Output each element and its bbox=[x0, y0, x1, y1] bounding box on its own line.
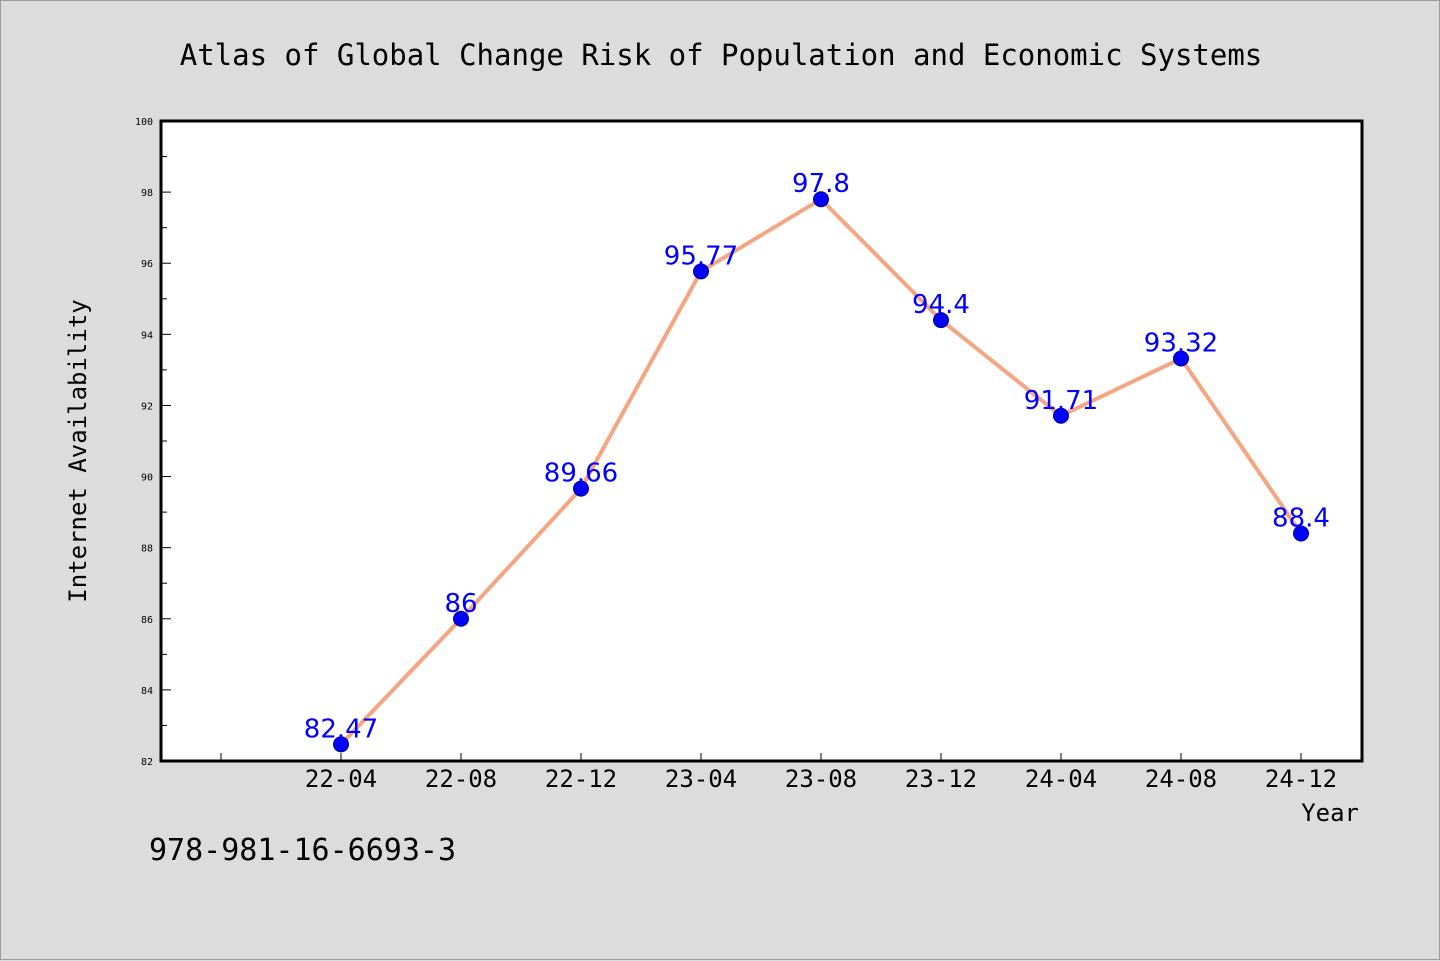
x-tick-label: 22-12 bbox=[545, 765, 617, 793]
data-point bbox=[453, 610, 469, 627]
data-point bbox=[1293, 525, 1309, 542]
x-tick-label: 23-04 bbox=[665, 765, 737, 793]
data-point bbox=[333, 736, 349, 753]
series-layer: 82.47 86 89.66 95.77 97.8 94.4 91.71 93.32 88.4 bbox=[304, 169, 1330, 753]
x-tick-label: 22-08 bbox=[425, 765, 497, 793]
y-tick-label: 100 bbox=[135, 117, 153, 128]
x-axis-ticks: 22-04 22-08 22-12 23-04 23-08 23-12 24-04 24-08… bbox=[220, 753, 1337, 793]
y-tick-label: 84 bbox=[141, 686, 153, 697]
y-tick-label: 96 bbox=[141, 259, 153, 270]
x-tick-label: 24-04 bbox=[1025, 765, 1097, 793]
y-tick-label: 88 bbox=[141, 544, 153, 555]
data-point bbox=[813, 191, 829, 208]
chart-title: Atlas of Global Change Risk of Populatio… bbox=[180, 38, 1263, 72]
data-label: 82.47 bbox=[304, 714, 378, 744]
y-tick-label: 82 bbox=[141, 757, 153, 768]
y-axis-label: Internet Availability bbox=[64, 299, 92, 602]
data-point bbox=[1053, 407, 1069, 424]
x-axis-label: Year bbox=[1301, 799, 1359, 827]
y-tick-label: 98 bbox=[141, 188, 153, 199]
data-point bbox=[933, 312, 949, 329]
data-label: 93.32 bbox=[1144, 329, 1218, 359]
y-tick-label: 86 bbox=[141, 615, 153, 626]
data-label: 86 bbox=[444, 589, 477, 619]
x-tick-label: 22-04 bbox=[305, 765, 377, 793]
data-label: 97.8 bbox=[792, 169, 850, 199]
x-tick-label: 24-08 bbox=[1145, 765, 1217, 793]
plot-area bbox=[159, 119, 1364, 763]
data-point bbox=[1173, 350, 1189, 367]
data-point bbox=[573, 480, 589, 497]
x-tick-label: 24-12 bbox=[1265, 765, 1337, 793]
data-label: 88.4 bbox=[1272, 503, 1330, 533]
y-axis-ticks: 82 84 86 88 90 92 94 96 98 100 bbox=[135, 117, 171, 768]
footer-code: 978-981-16-6693-3 bbox=[149, 833, 457, 868]
x-tick-label: 23-08 bbox=[785, 765, 857, 793]
x-tick-label: 23-12 bbox=[905, 765, 977, 793]
data-label: 95.77 bbox=[664, 241, 738, 271]
data-point bbox=[693, 263, 709, 280]
y-tick-label: 90 bbox=[141, 473, 153, 484]
data-label: 94.4 bbox=[912, 290, 970, 320]
y-tick-label: 94 bbox=[141, 330, 153, 341]
data-label: 89.66 bbox=[544, 459, 618, 489]
y-tick-label: 92 bbox=[141, 401, 153, 412]
data-label: 91.71 bbox=[1024, 386, 1098, 416]
